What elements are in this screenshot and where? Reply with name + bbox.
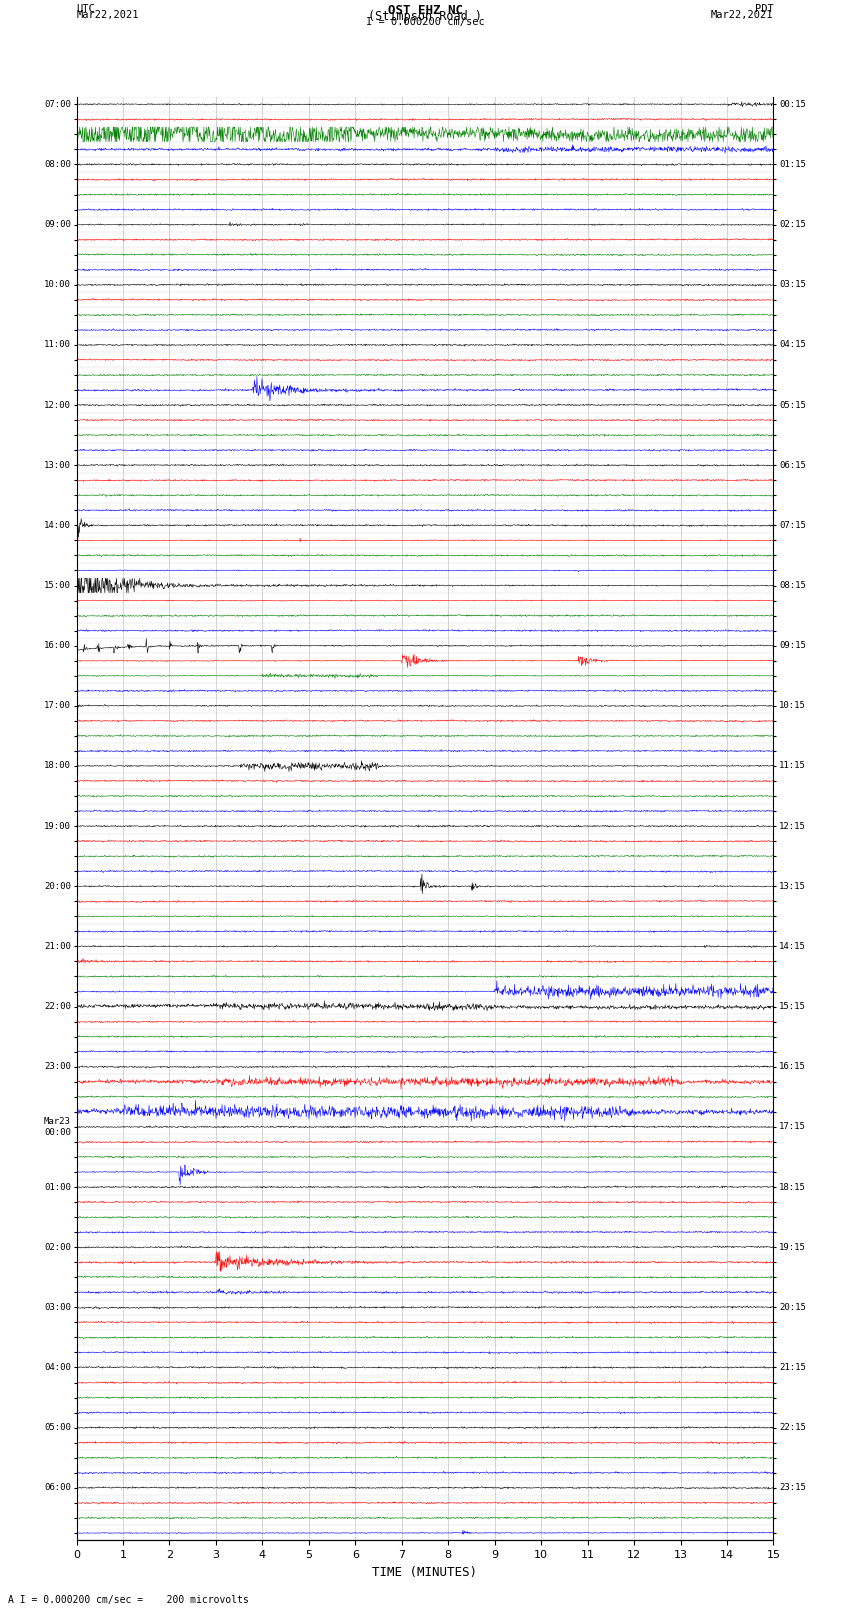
Text: I = 0.000200 cm/sec: I = 0.000200 cm/sec: [366, 18, 484, 27]
Text: Mar22,2021: Mar22,2021: [76, 11, 139, 21]
Text: OST EHZ NC: OST EHZ NC: [388, 5, 462, 18]
Text: A I = 0.000200 cm/sec =    200 microvolts: A I = 0.000200 cm/sec = 200 microvolts: [8, 1595, 249, 1605]
Text: PDT: PDT: [755, 5, 774, 15]
Text: UTC: UTC: [76, 5, 95, 15]
Text: Mar22,2021: Mar22,2021: [711, 11, 774, 21]
X-axis label: TIME (MINUTES): TIME (MINUTES): [372, 1566, 478, 1579]
Text: (Stimpson Road ): (Stimpson Road ): [368, 11, 482, 24]
